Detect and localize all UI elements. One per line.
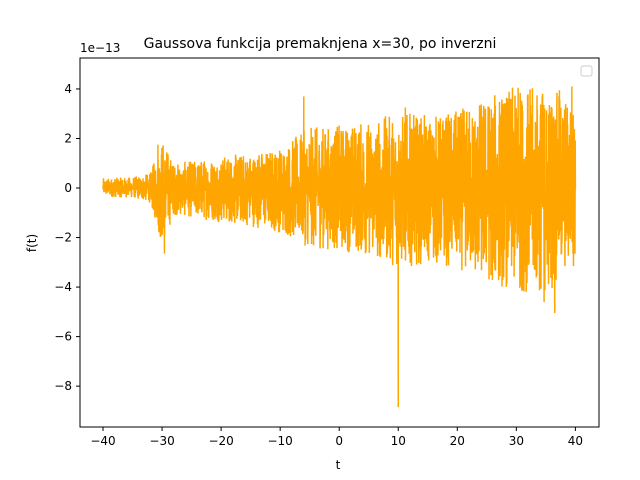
chart-title: Gaussova funkcija premaknjena x=30, po i… xyxy=(144,36,497,52)
x-tick-label: 20 xyxy=(450,434,465,448)
x-tick-label: 0 xyxy=(335,434,343,448)
y-tick-label: 0 xyxy=(64,181,72,195)
y-tick-label: 4 xyxy=(64,82,72,96)
y-tick-label: −2 xyxy=(54,231,72,245)
y-tick-label: −8 xyxy=(54,379,72,393)
y-axis: −8 −6 −4 −2 0 2 4 xyxy=(54,82,80,393)
y-offset-text: 1e−13 xyxy=(80,41,120,55)
y-axis-label: f(t) xyxy=(25,234,39,252)
x-axis-label: t xyxy=(336,458,341,472)
y-tick-label: 2 xyxy=(64,131,72,145)
legend-box xyxy=(580,65,593,77)
signal-series-line xyxy=(102,86,577,408)
y-tick-label: −6 xyxy=(54,330,72,344)
x-tick-label: −10 xyxy=(267,434,292,448)
y-tick-label: −4 xyxy=(54,280,72,294)
x-tick-label: −30 xyxy=(149,434,174,448)
x-tick-label: −20 xyxy=(208,434,233,448)
x-tick-label: 40 xyxy=(568,434,583,448)
x-tick-label: −40 xyxy=(90,434,115,448)
x-tick-label: 30 xyxy=(509,434,524,448)
x-tick-label: 10 xyxy=(391,434,406,448)
x-axis: −40 −30 −20 −10 0 10 20 30 40 xyxy=(90,427,583,448)
plot-area xyxy=(102,86,577,408)
